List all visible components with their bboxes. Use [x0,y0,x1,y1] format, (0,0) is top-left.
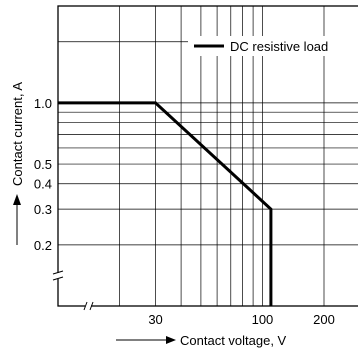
y-axis-title-group: Contact current, A [10,82,25,245]
legend-label-dc-resistive-load: DC resistive load [230,39,328,54]
axis-break-marks [52,270,94,311]
x-tick-label: 100 [252,312,274,327]
y-axis-title: Contact current, A [10,82,25,186]
y-axis-break-mark [52,276,64,281]
x-axis-title: Contact voltage, V [180,333,287,348]
y-axis-break-mark [52,270,64,275]
legend: DC resistive load [188,36,358,56]
y-tick-label: 0.5 [34,157,52,172]
y-tick-label: 0.4 [34,177,52,192]
plot-frame [57,5,358,307]
x-axis-title-group: Contact voltage, V [116,333,287,348]
y-tick-label: 0.2 [34,238,52,253]
x-tick-label: 30 [148,312,162,327]
y-tick-label: 0.3 [34,202,52,217]
y-axis-break-gap [54,273,62,279]
x-axis-break-mark [89,301,94,311]
y-axis-arrow-icon [13,194,21,205]
legend-box [188,36,358,56]
y-tick-labels: 1.0 0.5 0.4 0.3 0.2 [34,96,52,253]
series-layer [58,101,273,306]
x-axis-break-mark [83,301,88,311]
x-tick-labels: 30 100 200 [148,312,335,327]
y-tick-label: 1.0 [34,96,52,111]
x-axis-break-gap [85,302,91,310]
series-line-0 [58,101,273,306]
x-tick-label: 200 [313,312,335,327]
x-axis-arrow-icon [166,336,176,344]
